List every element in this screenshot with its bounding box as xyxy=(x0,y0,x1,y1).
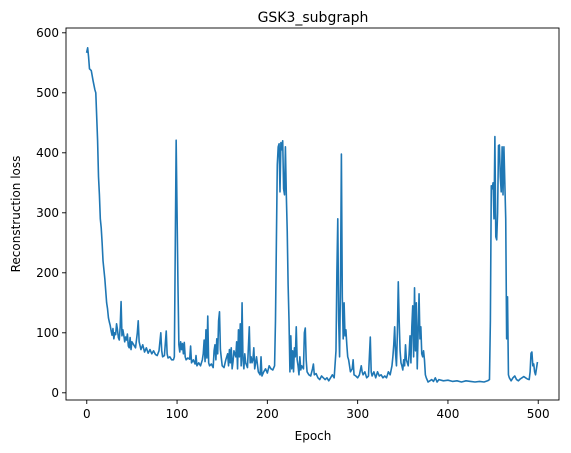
y-tick-label: 300 xyxy=(36,206,59,220)
y-tick-label: 0 xyxy=(51,386,59,400)
x-tick-label: 400 xyxy=(436,407,459,421)
x-axis: 0 100 200 300 400 500 xyxy=(83,400,550,421)
y-axis-label: Reconstruction loss xyxy=(9,156,23,273)
x-tick-label: 100 xyxy=(166,407,189,421)
y-tick-label: 400 xyxy=(36,146,59,160)
series-line xyxy=(85,47,539,383)
y-tick-label: 600 xyxy=(36,26,59,40)
x-tick-label: 300 xyxy=(346,407,369,421)
x-axis-label: Epoch xyxy=(295,429,332,443)
y-axis: 0 100 200 300 400 500 600 xyxy=(36,26,66,400)
plot-area xyxy=(85,47,539,383)
x-tick-label: 500 xyxy=(527,407,550,421)
x-tick-label: 0 xyxy=(83,407,91,421)
y-tick-label: 100 xyxy=(36,326,59,340)
chart-title: GSK3_subgraph xyxy=(258,10,369,26)
plot-frame xyxy=(65,27,560,401)
x-tick-label: 200 xyxy=(256,407,279,421)
y-tick-label: 500 xyxy=(36,86,59,100)
y-tick-label: 200 xyxy=(36,266,59,280)
